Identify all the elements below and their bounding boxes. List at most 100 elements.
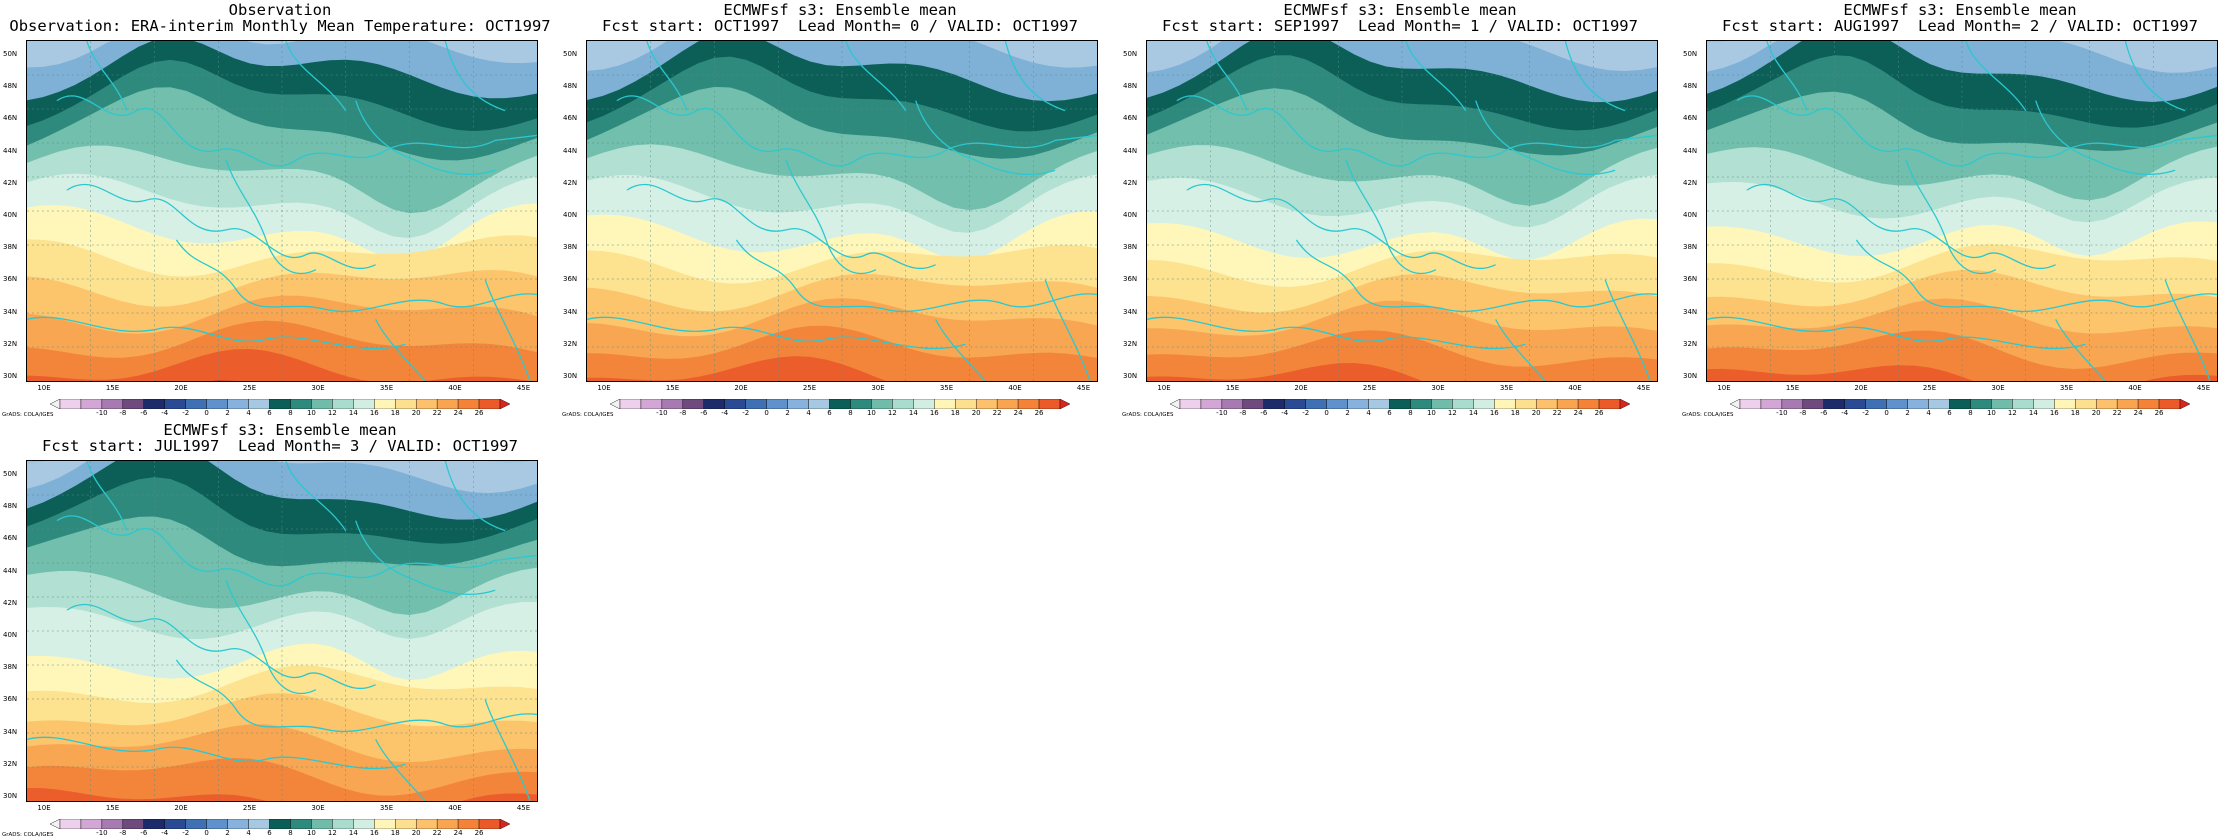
colorbar-swatch: [415, 399, 438, 409]
longitude-tick-label: 25E: [1362, 384, 1377, 392]
colorbar-swatch: [269, 399, 291, 409]
colorbar-label: 20: [411, 409, 421, 417]
colorbar-swatch: [640, 399, 663, 409]
coastline: [1475, 100, 1616, 176]
longitude-tick-label: 40E: [1568, 384, 1582, 392]
longitude-tick-label: 25E: [1922, 384, 1937, 392]
latitude-tick-label: 30N: [1683, 372, 1698, 380]
longitude-tick-label: 30E: [1991, 384, 2005, 392]
colorbar-label: -10: [96, 409, 108, 417]
colorbar-swatch: [1844, 399, 1866, 409]
colorbar-label: 4: [806, 409, 811, 417]
latitude-tick-label: 46N: [3, 534, 18, 543]
latitude-tick-label: 32N: [3, 759, 18, 768]
colorbar-swatch: [1730, 399, 1741, 409]
coastline: [1766, 41, 2186, 112]
latitude-tick-label: 34N: [1683, 307, 1698, 316]
latitude-tick-label: 36N: [1683, 275, 1698, 284]
longitude-tick-label: 20E: [1854, 384, 1868, 392]
longitude-tick-label: 40E: [448, 804, 462, 812]
colorbar-label: 10: [306, 409, 316, 417]
latitude-tick-label: 48N: [3, 82, 18, 91]
colorbar-label: 22: [2112, 409, 2122, 417]
colorbar-swatch: [975, 399, 998, 409]
latitude-tick-label: 36N: [563, 275, 578, 284]
longitude-tick-label: 35E: [2059, 384, 2074, 392]
colorbar-swatch: [1017, 399, 1040, 409]
colorbar-label: -4: [1841, 409, 1849, 417]
colorbar-swatch: [50, 399, 61, 409]
latitude-tick-label: 40N: [1123, 211, 1138, 219]
latitude-tick-label: 30N: [1123, 372, 1138, 380]
colorbar-label: -6: [1260, 409, 1268, 417]
temperature-map: [26, 40, 538, 382]
colorbar-label: -6: [140, 829, 148, 837]
coastline: [1855, 239, 2217, 313]
colorbar-swatch: [1284, 399, 1306, 409]
colorbar-label: 16: [1489, 409, 1499, 417]
coastline: [225, 580, 317, 694]
colorbar-swatch: [2158, 399, 2181, 409]
map-panel: ECMWFsf s3: Ensemble mean Fcst start: SEP…: [1120, 0, 1680, 420]
colorbar-label: 8: [1408, 409, 1413, 417]
longitude-tick-label: 15E: [105, 384, 120, 392]
colorbar-swatch: [185, 819, 207, 829]
colorbar-swatch: [436, 399, 459, 409]
colorbar-label: 18: [950, 409, 960, 417]
colorbar-label: 26: [474, 829, 484, 837]
coastline: [785, 160, 877, 274]
longitude-tick-label: 25E: [242, 804, 257, 812]
latitude-tick-label: 48N: [3, 502, 18, 511]
latitude-tick-label: 40N: [3, 631, 18, 639]
coastline: [27, 316, 406, 350]
longitude-tick-label: 35E: [379, 804, 394, 812]
colorbar-swatch: [164, 819, 186, 829]
colorbar-swatch: [478, 399, 501, 409]
colorbar-label: -10: [96, 829, 108, 837]
temperature-map: [26, 460, 538, 802]
colorbar-label: 20: [411, 829, 421, 837]
longitude-tick-label: 25E: [802, 384, 817, 392]
latitude-tick-label: 42N: [1123, 178, 1138, 187]
colorbar-label: 12: [1447, 409, 1457, 417]
longitude-tick-label: 15E: [105, 804, 120, 812]
latitude-tick-label: 50N: [1123, 50, 1138, 58]
colorbar-swatch: [164, 399, 186, 409]
colorbar-swatch: [374, 819, 396, 829]
coastline: [935, 279, 1091, 381]
latitude-tick-label: 38N: [1123, 243, 1138, 252]
colorbar-swatch: [353, 819, 375, 829]
colorbar-swatch: [1200, 399, 1223, 409]
colorbar-swatch: [1368, 399, 1390, 409]
colorbar-swatch: [1739, 399, 1762, 409]
colorbar-swatch: [724, 399, 746, 409]
colorbar-swatch: [311, 819, 333, 829]
grads-credit: GrADS: COLA/IGES: [1682, 412, 1734, 418]
colorbar-swatch: [1802, 399, 1825, 409]
latitude-tick-label: 48N: [563, 82, 578, 91]
temperature-band: [1707, 365, 2217, 381]
colorbar-swatch: [2095, 399, 2118, 409]
coastline: [86, 41, 506, 112]
colorbar-swatch: [59, 819, 82, 829]
colorbar-swatch: [248, 399, 270, 409]
latitude-tick-label: 46N: [1683, 114, 1698, 123]
colorbar-label: 12: [327, 829, 337, 837]
longitude-tick-label: 20E: [734, 384, 748, 392]
latitude-tick-label: 50N: [3, 470, 18, 478]
longitude-tick-label: 35E: [939, 384, 954, 392]
colorbar-label: -2: [1302, 409, 1310, 417]
panel-subtitle: Fcst start: OCT1997 Lead Month= 0 / VALI…: [602, 17, 1078, 35]
grads-credit: GrADS: COLA/IGES: [2, 412, 54, 418]
colorbar-label: 6: [1947, 409, 1952, 417]
longitude-tick-label: 35E: [379, 384, 394, 392]
latitude-tick-label: 38N: [3, 663, 18, 672]
colorbar-label: 8: [288, 829, 293, 837]
coastline: [915, 100, 1056, 176]
colorbar-label: 18: [390, 829, 400, 837]
colorbar-label: 22: [992, 409, 1002, 417]
colorbar: [610, 399, 1070, 409]
coastline: [587, 316, 966, 350]
latitude-tick-label: 50N: [3, 50, 18, 58]
coastline: [626, 183, 936, 270]
